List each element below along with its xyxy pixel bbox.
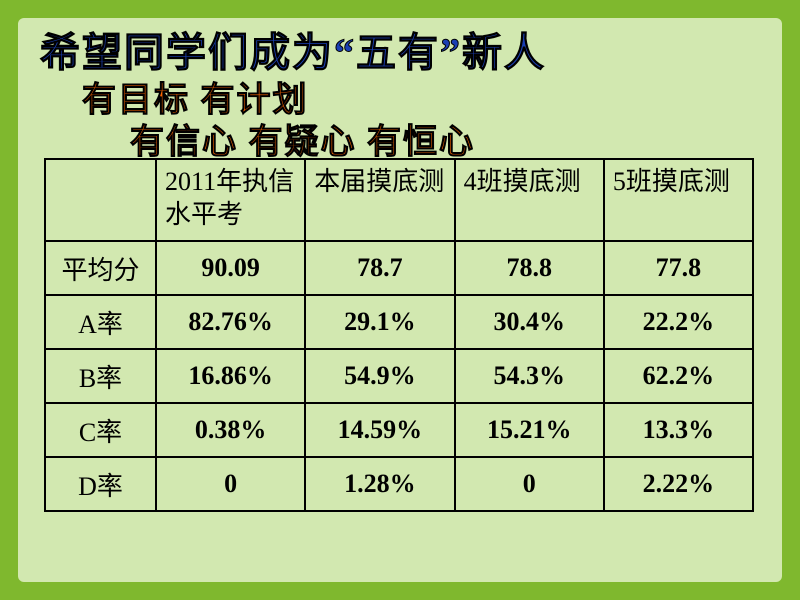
header-cell-4: 5班摸底测 (604, 159, 753, 241)
cell: 78.8 (455, 241, 604, 295)
cell: 30.4% (455, 295, 604, 349)
cell: 82.76% (156, 295, 305, 349)
score-table: 2011年执信水平考 本届摸底测 4班摸底测 5班摸底测 平均分 90.09 7… (44, 158, 754, 512)
cell: 54.9% (305, 349, 454, 403)
header-cell-2: 本届摸底测 (305, 159, 454, 241)
cell: 90.09 (156, 241, 305, 295)
table-row: B率 16.86% 54.9% 54.3% 62.2% (45, 349, 753, 403)
row-label: A率 (45, 295, 156, 349)
cell: 0 (455, 457, 604, 511)
cell: 78.7 (305, 241, 454, 295)
header-cell-3: 4班摸底测 (455, 159, 604, 241)
cell: 16.86% (156, 349, 305, 403)
table-header-row: 2011年执信水平考 本届摸底测 4班摸底测 5班摸底测 (45, 159, 753, 241)
slide-card: 希望同学们成为“五有”新人 有目标 有计划 有信心 有疑心 有恒心 2011年执… (18, 18, 782, 582)
table-row: A率 82.76% 29.1% 30.4% 22.2% (45, 295, 753, 349)
cell: 2.22% (604, 457, 753, 511)
cell: 62.2% (604, 349, 753, 403)
row-label: B率 (45, 349, 156, 403)
table-row: D率 0 1.28% 0 2.22% (45, 457, 753, 511)
cell: 0.38% (156, 403, 305, 457)
header-cell-1: 2011年执信水平考 (156, 159, 305, 241)
cell: 54.3% (455, 349, 604, 403)
cell: 22.2% (604, 295, 753, 349)
cell: 14.59% (305, 403, 454, 457)
cell: 29.1% (305, 295, 454, 349)
cell: 1.28% (305, 457, 454, 511)
subtitle-line-2: 有信心 有疑心 有恒心 (130, 114, 475, 163)
table-row: C率 0.38% 14.59% 15.21% 13.3% (45, 403, 753, 457)
main-title: 希望同学们成为“五有”新人 (40, 20, 546, 78)
cell: 15.21% (455, 403, 604, 457)
cell: 13.3% (604, 403, 753, 457)
cell: 77.8 (604, 241, 753, 295)
header-cell-blank (45, 159, 156, 241)
row-label: D率 (45, 457, 156, 511)
row-label: 平均分 (45, 241, 156, 295)
table-row: 平均分 90.09 78.7 78.8 77.8 (45, 241, 753, 295)
cell: 0 (156, 457, 305, 511)
row-label: C率 (45, 403, 156, 457)
